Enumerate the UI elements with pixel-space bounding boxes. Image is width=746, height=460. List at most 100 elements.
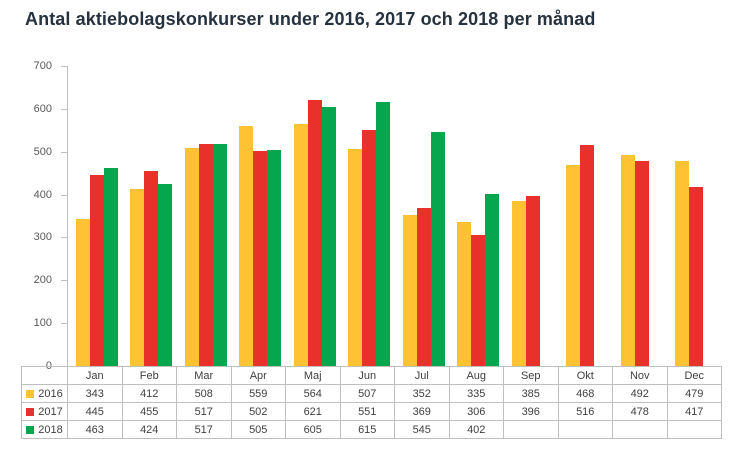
legend-swatch-2016 <box>26 389 35 398</box>
value-cell-2017-jul: 369 <box>394 402 450 421</box>
bar-2016-aug <box>457 222 472 366</box>
bar-2016-dec <box>675 160 690 366</box>
bar-group-jan <box>68 66 122 366</box>
month-header-cell: Okt <box>557 366 613 385</box>
bar-2016-mar <box>184 148 199 366</box>
y-tick-label: 600 <box>33 102 52 115</box>
value-cell-2017-okt: 516 <box>557 402 613 421</box>
legend-cell-2018: 2018 <box>21 420 68 439</box>
y-tick-mark <box>61 151 67 153</box>
month-header-cell: Feb <box>121 366 177 385</box>
bar-2018-jul <box>430 132 445 366</box>
legend-cell-2016: 2016 <box>21 384 68 403</box>
bar-2016-sep <box>511 201 526 366</box>
y-tick-mark <box>61 237 67 239</box>
value-cell-2016-jun: 507 <box>339 384 395 403</box>
bar-group-aug <box>449 66 503 366</box>
bar-2017-aug <box>471 234 486 366</box>
value-cell-2016-jan: 343 <box>67 384 123 403</box>
y-tick-label: 700 <box>33 60 52 72</box>
data-table: Jan Feb Mar Apr Maj Jun Jul Aug Sep Okt Nov Dec 2016… <box>21 366 722 439</box>
bar-group-nov <box>613 66 667 366</box>
bar-2017-okt <box>580 144 595 366</box>
value-cell-2016-aug: 335 <box>448 384 504 403</box>
bar-2017-mar <box>198 144 213 366</box>
y-tick-label: 200 <box>33 274 52 287</box>
empty-cell <box>557 420 613 439</box>
table-corner-cell <box>21 366 68 385</box>
bar-2018-jan <box>104 167 118 366</box>
value-cell-2016-dec: 479 <box>666 384 722 403</box>
bar-2018-apr <box>267 149 282 366</box>
legend-year-label: 2018 <box>38 423 63 436</box>
empty-cell <box>612 420 668 439</box>
month-header-cell: Jan <box>67 366 123 385</box>
value-cell-2017-jan: 445 <box>67 402 123 421</box>
bar-2016-feb <box>130 189 145 366</box>
value-cell-2018-apr: 505 <box>230 420 286 439</box>
month-header-cell: Nov <box>612 366 668 385</box>
empty-cell <box>503 420 559 439</box>
y-tick-label: 300 <box>33 231 52 244</box>
bar-2018-feb <box>158 184 173 366</box>
table-header-row: Jan Feb Mar Apr Maj Jun Jul Aug Sep Okt Nov Dec <box>21 366 722 385</box>
value-cell-2018-jun: 615 <box>339 420 395 439</box>
bar-2018-mar <box>212 144 227 366</box>
month-header-cell: Jul <box>394 366 450 385</box>
bar-group-sep <box>504 66 558 366</box>
value-cell-2016-feb: 412 <box>121 384 177 403</box>
value-cell-2018-feb: 424 <box>121 420 177 439</box>
value-cell-2016-sep: 385 <box>503 384 559 403</box>
bar-2017-nov <box>634 161 649 366</box>
y-tick-label: 500 <box>33 145 52 158</box>
chart-title: Antal aktiebolagskonkurser under 2016, 2… <box>25 9 596 29</box>
bar-2016-jan <box>76 219 90 366</box>
bar-2016-maj <box>293 124 308 366</box>
month-header-cell: Maj <box>285 366 341 385</box>
table-row-2017: 2017 445 455 517 502 621 551 369 306 396 516 478 417 <box>21 402 722 421</box>
bar-2017-maj <box>307 99 322 366</box>
bar-2017-feb <box>144 171 159 366</box>
value-cell-2016-okt: 468 <box>557 384 613 403</box>
bar-2018-aug <box>485 193 500 366</box>
value-cell-2016-apr: 559 <box>230 384 286 403</box>
bar-2018-jun <box>376 102 391 366</box>
bar-2016-jun <box>348 148 363 366</box>
legend-year-label: 2016 <box>38 387 63 400</box>
legend-year-label: 2017 <box>38 405 63 418</box>
bar-2017-dec <box>689 187 704 366</box>
y-tick-label: 400 <box>33 188 52 201</box>
value-cell-2018-mar: 517 <box>176 420 232 439</box>
y-tick-label: 100 <box>33 317 52 330</box>
bar-2016-nov <box>620 155 635 366</box>
empty-cell <box>666 420 722 439</box>
value-cell-2016-nov: 492 <box>612 384 668 403</box>
y-tick-mark <box>61 66 67 67</box>
bar-group-maj <box>286 66 340 366</box>
value-cell-2017-maj: 621 <box>285 402 341 421</box>
month-header-cell: Jun <box>339 366 395 385</box>
value-cell-2017-feb: 455 <box>121 402 177 421</box>
value-cell-2017-mar: 517 <box>176 402 232 421</box>
value-cell-2018-maj: 605 <box>285 420 341 439</box>
month-header-cell: Dec <box>666 366 722 385</box>
month-header-cell: Sep <box>503 366 559 385</box>
bar-2018-maj <box>321 106 336 366</box>
legend-swatch-2018 <box>26 425 35 434</box>
bar-2017-sep <box>525 196 540 366</box>
value-cell-2016-jul: 352 <box>394 384 450 403</box>
bar-2017-jan <box>90 175 104 366</box>
bar-group-apr <box>231 66 285 366</box>
value-cell-2017-aug: 306 <box>448 402 504 421</box>
bar-group-dec <box>667 66 721 366</box>
bar-group-okt <box>558 66 612 366</box>
value-cell-2016-mar: 508 <box>176 384 232 403</box>
table-row-2016: 2016 343 412 508 559 564 507 352 335 385 468 492 479 <box>21 384 722 403</box>
value-cell-2017-sep: 396 <box>503 402 559 421</box>
value-cell-2018-aug: 402 <box>448 420 504 439</box>
legend-swatch-2017 <box>26 407 35 416</box>
value-cell-2017-dec: 417 <box>666 402 722 421</box>
y-tick-mark <box>61 194 67 196</box>
value-cell-2016-maj: 564 <box>285 384 341 403</box>
